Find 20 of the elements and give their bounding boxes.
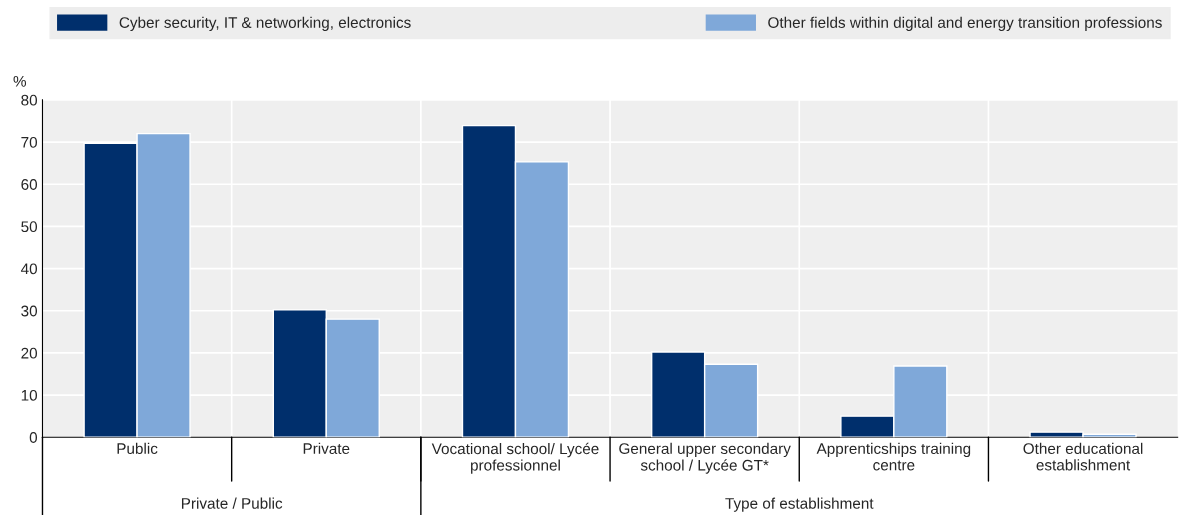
- legend-label: Other fields within digital and energy transition professions: [768, 16, 1162, 31]
- y-tick-label: 0: [29, 432, 38, 443]
- x-tick-label: Other educational establishment: [1023, 442, 1143, 471]
- y-tick-label: 40: [20, 263, 38, 275]
- y-tick-label: 60: [21, 179, 38, 190]
- x-tick-label: General upper secondary school / Lycée GT*: [619, 442, 791, 474]
- x-tick-label: Vocational school/ Lycée professionnel: [431, 442, 599, 474]
- y-tick-label: 10: [21, 389, 38, 401]
- y-axis-title: %: [13, 76, 27, 87]
- y-tick-label: 20: [21, 347, 38, 359]
- x-tick-label: Private: [303, 442, 350, 455]
- y-tick-label: 30: [21, 305, 38, 317]
- text: Type of establishment: [725, 497, 874, 512]
- y-tick-label: 80: [21, 94, 38, 106]
- y-tick-label: 50: [21, 221, 38, 233]
- x-tick-label: Apprenticships training centre: [816, 442, 971, 471]
- x-tick-label: Public: [117, 442, 158, 455]
- legend-label: Cyber security, IT & networking, electronics: [119, 16, 411, 31]
- y-tick-label: 70: [21, 136, 38, 148]
- text: Private / Public: [181, 497, 283, 509]
